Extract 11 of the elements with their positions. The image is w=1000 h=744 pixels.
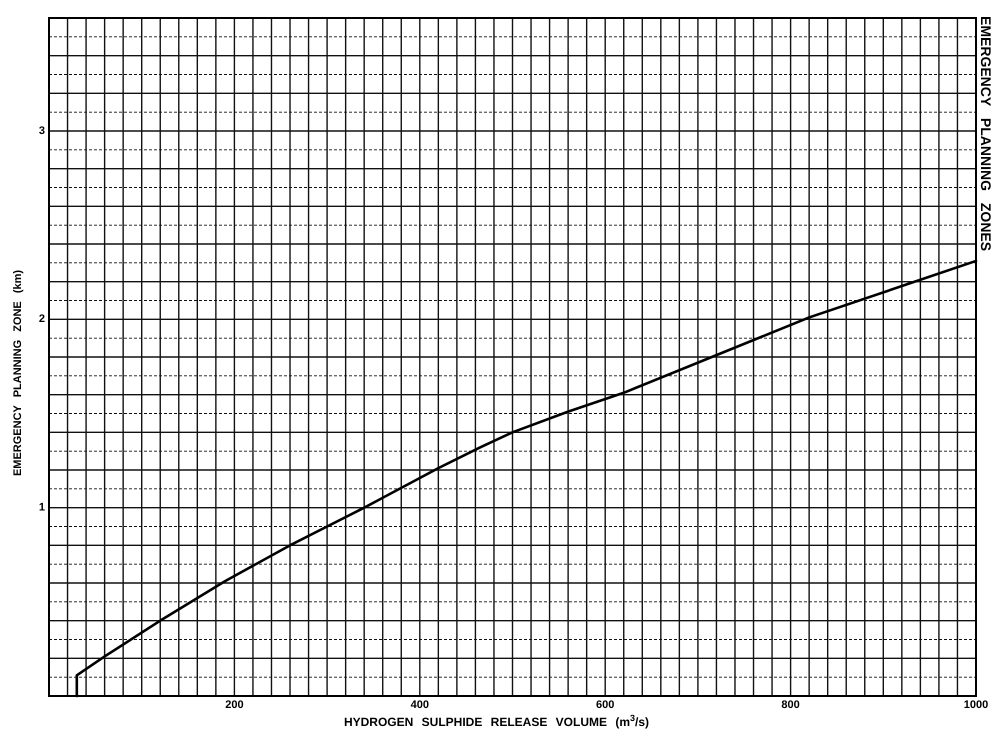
- y-axis-title: EMERGENCY PLANNING ZONE (km): [12, 270, 24, 476]
- y-tick-label: 2: [38, 313, 45, 326]
- x-tick-label: 800: [781, 698, 800, 711]
- text: EMERGENCY PLANNING ZONES: [978, 16, 994, 252]
- x-axis-title: HYDROGEN SULPHIDE RELEASE VOLUME (m$^{3}$/s): [344, 713, 650, 729]
- x-tick-label: 600: [596, 698, 614, 711]
- x-tick-label: 200: [225, 698, 244, 711]
- y-tick-label: 3: [38, 124, 45, 137]
- x-tick-label: 1000: [964, 698, 988, 711]
- y-tick-label: 1: [38, 502, 45, 514]
- x-tick-label: 400: [410, 698, 429, 711]
